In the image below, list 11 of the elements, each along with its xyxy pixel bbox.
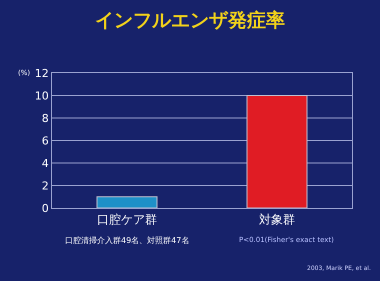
y-tick-label: 10 — [34, 89, 49, 102]
chart-title: インフルエンザ発症率 — [95, 9, 285, 32]
y-tick-label: 6 — [42, 134, 49, 148]
y-tick-label: 8 — [42, 112, 49, 125]
y-tick-label: 12 — [34, 66, 49, 80]
y-tick-label: 4 — [42, 156, 49, 170]
text: 口腔清掃介入群49名、対照群47名 — [65, 236, 190, 245]
x-tick-label: 口腔ケア群 — [97, 212, 157, 226]
y-tick-label: 0 — [42, 202, 49, 215]
x-tick-label: 対象群 — [259, 212, 295, 226]
y-tick-label: 2 — [42, 179, 49, 192]
